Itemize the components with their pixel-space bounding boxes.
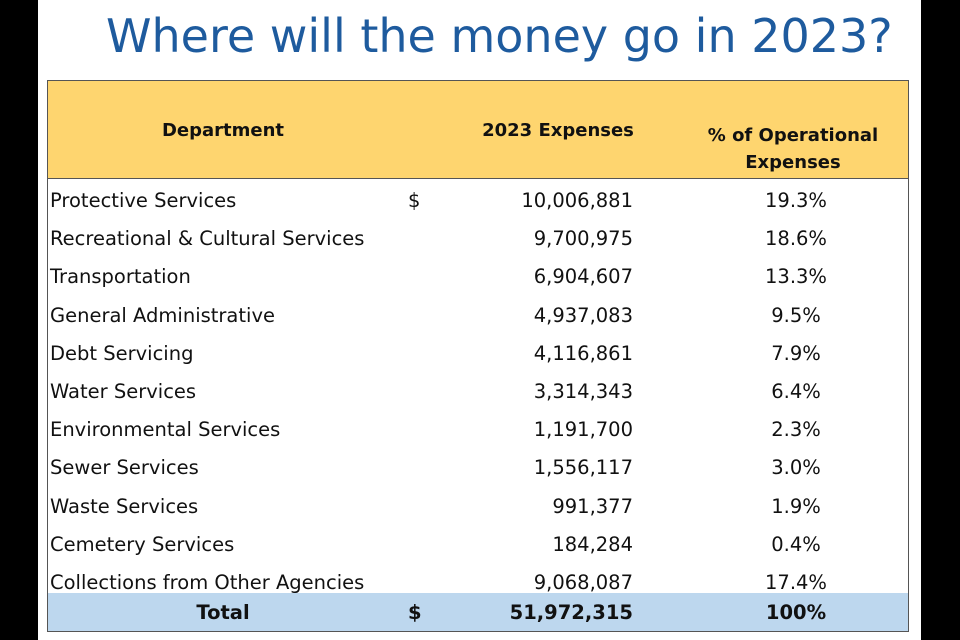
row-department: Sewer Services bbox=[50, 456, 199, 480]
row-department: Transportation bbox=[50, 265, 191, 289]
row-amount: 184,284 bbox=[552, 532, 633, 556]
row-amount: 991,377 bbox=[552, 494, 633, 518]
row-amount: 1,191,700 bbox=[533, 418, 633, 442]
expenses-table: Department 2023 Expenses % of Operationa… bbox=[47, 80, 909, 632]
table-row: General Administrative 4,937,083 9.5% bbox=[48, 294, 908, 332]
row-amount: 10,006,881 bbox=[521, 189, 633, 212]
row-percent: 19.3% bbox=[765, 189, 827, 212]
row-department: Collections from Other Agencies bbox=[50, 570, 365, 594]
row-amount: 3,314,343 bbox=[533, 379, 633, 403]
table-row: Sewer Services 1,556,117 3.0% bbox=[48, 446, 908, 484]
row-percent: 17.4% bbox=[765, 570, 827, 594]
row-amount: 4,116,861 bbox=[533, 341, 633, 365]
row-amount: 4,937,083 bbox=[533, 303, 633, 327]
table-row: Protective Services $10,006,881 19.3% bbox=[48, 179, 908, 217]
total-percent: 100% bbox=[765, 601, 827, 624]
header-percent: % of Operational Expenses bbox=[707, 125, 879, 173]
row-department: Protective Services bbox=[50, 189, 237, 212]
row-percent: 9.5% bbox=[771, 303, 821, 327]
row-amount: 1,556,117 bbox=[533, 456, 633, 480]
row-department: General Administrative bbox=[50, 303, 275, 327]
row-percent: 3.0% bbox=[771, 456, 821, 480]
table-row: Debt Servicing 4,116,861 7.9% bbox=[48, 332, 908, 370]
table-header: Department 2023 Expenses % of Operationa… bbox=[48, 81, 908, 179]
table-row: Water Services 3,314,343 6.4% bbox=[48, 370, 908, 408]
total-label: Total bbox=[196, 601, 250, 624]
table-body: Protective Services $10,006,881 19.3% Recre… bbox=[48, 179, 908, 599]
row-department: Cemetery Services bbox=[50, 532, 235, 556]
total-row: Total $ 51,972,315 100% bbox=[48, 593, 908, 631]
table-row: Transportation 6,904,607 13.3% bbox=[48, 255, 908, 293]
table-row: Recreational & Cultural Services 9,700,97… bbox=[48, 217, 908, 255]
total-currency: $ bbox=[408, 601, 422, 624]
row-percent: 1.9% bbox=[771, 494, 821, 518]
total-amount: 51,972,315 bbox=[509, 601, 633, 624]
row-amount: 9,700,975 bbox=[533, 227, 633, 251]
row-department: Recreational & Cultural Services bbox=[50, 227, 365, 251]
slide: Where will the money go in 2023? Departm… bbox=[38, 0, 921, 640]
row-percent: 7.9% bbox=[771, 341, 821, 365]
row-department: Waste Services bbox=[50, 494, 199, 518]
header-expenses: 2023 Expenses bbox=[482, 120, 634, 141]
row-amount: 6,904,607 bbox=[533, 265, 633, 289]
row-department: Debt Servicing bbox=[50, 341, 194, 365]
row-percent: 13.3% bbox=[765, 265, 827, 289]
table-row: Cemetery Services 184,284 0.4% bbox=[48, 523, 908, 561]
row-department: Environmental Services bbox=[50, 418, 281, 442]
row-percent: 0.4% bbox=[771, 532, 821, 556]
row-currency: $ bbox=[408, 189, 421, 212]
row-amount: 9,068,087 bbox=[533, 570, 633, 594]
row-department: Water Services bbox=[50, 379, 197, 403]
row-percent: 18.6% bbox=[765, 227, 827, 251]
row-percent: 6.4% bbox=[771, 379, 821, 403]
table-row: Environmental Services 1,191,700 2.3% bbox=[48, 408, 908, 446]
row-percent: 2.3% bbox=[771, 418, 821, 442]
table-row: Collections from Other Agencies 9,068,087… bbox=[48, 561, 908, 599]
table-row: Waste Services 991,377 1.9% bbox=[48, 485, 908, 523]
slide-title: Where will the money go in 2023? bbox=[106, 9, 893, 63]
header-department: Department bbox=[161, 120, 285, 141]
